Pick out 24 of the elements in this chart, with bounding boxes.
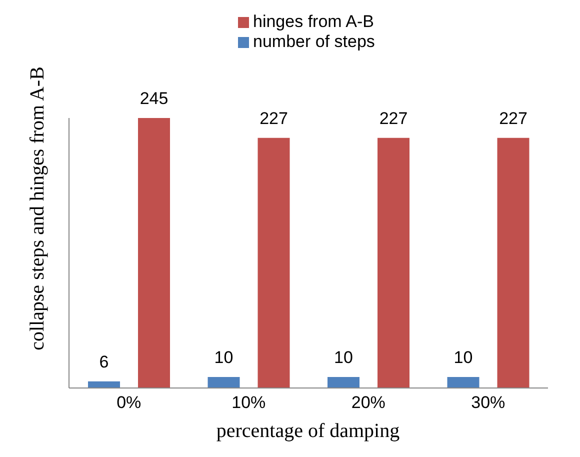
- x-tick-label: 0%: [116, 393, 142, 412]
- bar: [378, 138, 410, 388]
- data-label: 10: [454, 348, 473, 367]
- bar: [328, 376, 360, 388]
- legend-label: hinges from A-B: [253, 12, 374, 31]
- bar: [138, 118, 170, 388]
- bar: [208, 376, 240, 388]
- data-label: 6: [99, 352, 109, 372]
- x-axis-title: percentage of damping: [215, 420, 401, 443]
- data-label: 227: [379, 108, 408, 128]
- data-label: 227: [260, 108, 288, 128]
- x-tick-label: 20%: [351, 393, 386, 412]
- x-tick-label: 30%: [471, 393, 506, 412]
- data-label: 245: [140, 89, 168, 108]
- bar: [447, 376, 480, 388]
- bar: [88, 381, 120, 388]
- data-label: 227: [499, 108, 528, 128]
- legend-label: number of steps: [253, 32, 375, 51]
- x-tick-label: 10%: [232, 393, 266, 412]
- data-label: 10: [214, 348, 234, 367]
- data-label: 10: [334, 348, 353, 367]
- bar: [258, 138, 290, 388]
- y-axis-title: collapse steps and hinges from A-B: [26, 66, 50, 350]
- bar: [497, 138, 530, 388]
